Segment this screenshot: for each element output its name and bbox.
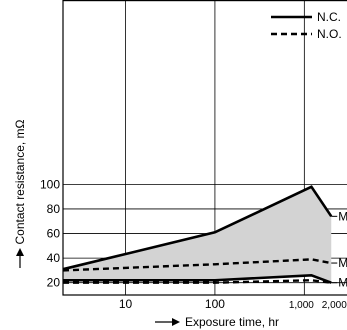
series-annotations: Max Min Max bbox=[331, 209, 347, 290]
y-axis-label-group: Contact resistance, mΩ bbox=[13, 119, 27, 268]
y-axis-label: Contact resistance, mΩ bbox=[13, 119, 27, 244]
legend-label: N.O. bbox=[317, 27, 342, 41]
legend: N.C. N.O. bbox=[271, 10, 342, 41]
y-axis-arrowhead bbox=[16, 248, 24, 256]
x-tick-label: 10 bbox=[119, 297, 133, 311]
series-line-no-min bbox=[63, 279, 332, 284]
y-tick-label: 60 bbox=[47, 227, 61, 241]
y-tick-label: 40 bbox=[47, 251, 61, 265]
x-tick-label: 2,000 bbox=[322, 300, 347, 311]
y-tick-label: 80 bbox=[47, 202, 61, 216]
x-tick-label: 100 bbox=[205, 297, 225, 311]
plot-frame bbox=[62, 0, 347, 296]
legend-label: N.C. bbox=[317, 10, 341, 24]
nc-range-band bbox=[63, 186, 332, 283]
series-annotation: Min bbox=[338, 276, 347, 290]
x-axis-label: Exposure time, hr bbox=[185, 315, 279, 329]
series-line-nc-max bbox=[62, 185, 333, 271]
series-layer bbox=[62, 185, 333, 284]
y-tick-label: 20 bbox=[47, 276, 61, 290]
y-tick-label: 100 bbox=[40, 177, 60, 191]
tick-labels: 20 40 60 80 100 10 100 1,000 2,000 bbox=[40, 177, 347, 311]
x-axis-arrowhead bbox=[172, 318, 180, 326]
series-annotation: Max bbox=[338, 256, 347, 270]
series-annotation: Max bbox=[338, 209, 347, 223]
x-tick-label: 1,000 bbox=[289, 300, 314, 311]
range-band bbox=[63, 186, 332, 283]
series-line-nc-min bbox=[63, 274, 332, 284]
x-axis-label-group: Exposure time, hr bbox=[155, 315, 279, 329]
series-line-no-max bbox=[62, 258, 332, 272]
